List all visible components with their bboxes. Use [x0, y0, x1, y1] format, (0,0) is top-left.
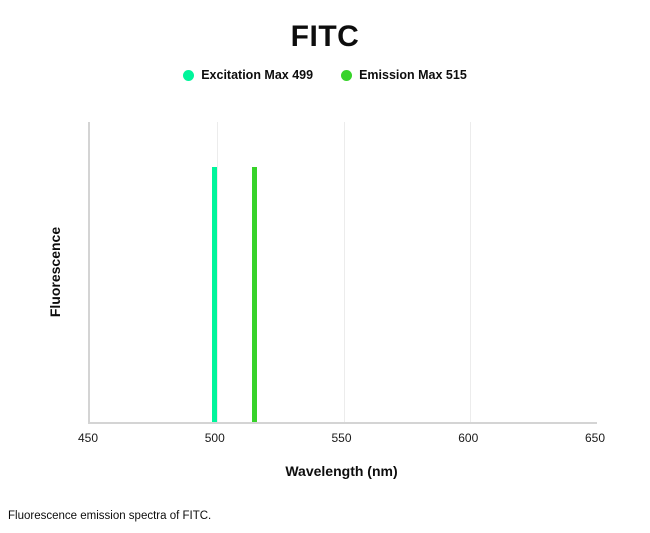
gridline: [343, 122, 345, 422]
spectrum-bar-515: [252, 167, 258, 422]
legend-label: Excitation Max 499: [201, 68, 314, 82]
x-axis-label: Wavelength (nm): [285, 463, 398, 479]
x-tick-label: 650: [584, 431, 606, 445]
gridline: [216, 122, 218, 422]
chart-title: FITC: [290, 20, 360, 53]
legend-dot-icon: [341, 69, 353, 81]
gridline: [470, 122, 472, 422]
legend-dot-icon: [183, 69, 195, 81]
x-tick-label: 500: [204, 431, 225, 445]
spectrum-bar-499: [211, 167, 217, 422]
x-tick-label: 600: [458, 431, 479, 445]
figure-caption: Fluorescence emission spectra of FITC.: [8, 510, 212, 522]
x-tick-label: 450: [77, 431, 99, 445]
x-tick-label: 550: [331, 431, 352, 445]
legend-item: Excitation Max 499: [183, 68, 313, 82]
y-axis-label: Fluorescence: [47, 226, 63, 318]
x-axis-ticks: 450 500 550 600 650: [78, 431, 605, 447]
plot-area: [88, 122, 597, 424]
legend-item: Emission Max 515: [341, 68, 467, 82]
legend-label: Emission Max 515: [359, 68, 467, 82]
legend: Excitation Max 499 Emission Max 515: [0, 68, 650, 82]
